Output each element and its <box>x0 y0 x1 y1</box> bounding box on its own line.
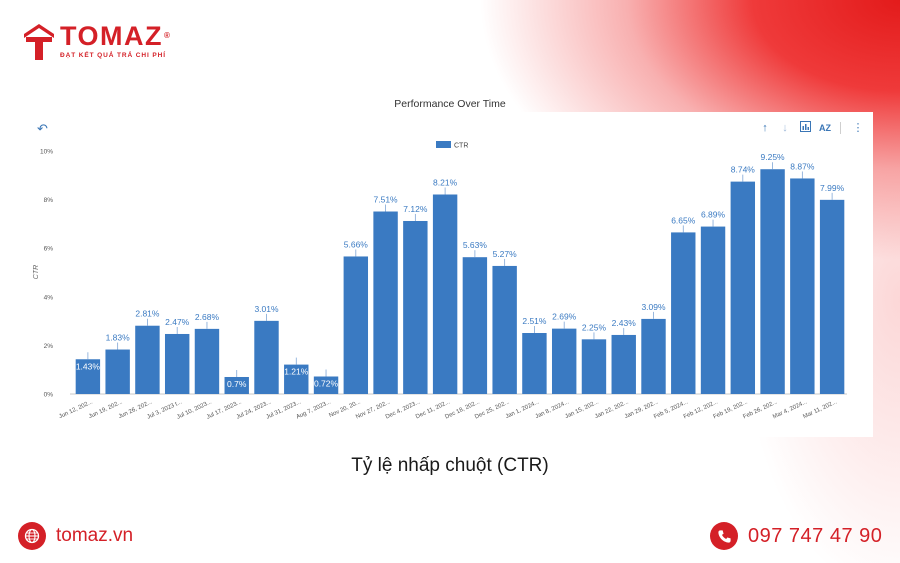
bar <box>164 333 190 394</box>
y-tick-label: 4% <box>44 294 54 301</box>
y-tick-label: 0% <box>44 392 54 399</box>
bar <box>611 334 636 394</box>
bar-value-label: 2.47% <box>165 317 190 327</box>
bar <box>313 376 339 394</box>
logo-mark-icon <box>24 24 54 60</box>
bar-value-label: 2.43% <box>612 318 637 328</box>
chart-title: Performance Over Time <box>394 98 506 110</box>
bar <box>790 178 815 394</box>
y-tick-label: 6% <box>44 246 54 253</box>
undo-arrow-icon: ↶ <box>37 121 48 136</box>
bar <box>403 220 428 394</box>
registered-mark: ® <box>164 31 172 40</box>
y-axis-title: CTR <box>33 265 40 279</box>
bar <box>284 364 309 394</box>
bar-value-label: 0.7% <box>227 379 247 389</box>
y-tick-label: 10% <box>40 149 53 156</box>
bar-value-label: 6.65% <box>671 215 696 225</box>
y-tick-label: 2% <box>44 343 54 350</box>
bar-value-label: 7.12% <box>403 204 428 214</box>
brand-tagline: ĐẠT KẾT QUẢ TRẢ CHI PHÍ <box>60 52 166 59</box>
bar <box>75 359 101 394</box>
bar-value-label: 2.81% <box>135 309 160 319</box>
bar <box>432 194 458 394</box>
sort-descending-icon[interactable]: ↓ <box>782 122 788 134</box>
bar-value-label: 2.51% <box>522 316 547 326</box>
bar-value-label: 5.66% <box>344 239 369 249</box>
bar-value-label: 3.01% <box>254 304 279 314</box>
bar <box>671 232 696 394</box>
sort-ascending-icon[interactable]: ↑ <box>762 122 768 134</box>
x-tick-label: Mar 11, 202... <box>802 399 838 420</box>
chart-caption: Tỷ lệ nhấp chuột (CTR) <box>351 455 549 476</box>
bar <box>581 339 607 394</box>
brand-logo: TOMAZ® ĐẠT KẾT QUẢ TRẢ CHI PHÍ <box>22 22 171 62</box>
bar <box>254 320 279 394</box>
bar-value-label: 1.83% <box>106 333 131 343</box>
undo-button[interactable]: ↶ <box>37 121 48 137</box>
brand-name: TOMAZ <box>60 21 163 51</box>
bar <box>641 318 666 394</box>
bar <box>760 169 785 394</box>
bar-value-label: 0.72% <box>314 379 339 389</box>
bar-value-label: 8.74% <box>731 165 756 175</box>
bar <box>462 257 488 394</box>
chart-options-icon[interactable] <box>795 121 815 135</box>
bar <box>135 325 160 394</box>
bar <box>224 376 249 394</box>
bar-value-label: 6.89% <box>701 210 726 220</box>
sort-alpha-icon[interactable]: AZ <box>819 123 831 133</box>
y-tick-label: 8% <box>44 197 54 204</box>
bar <box>819 199 845 394</box>
bar-value-label: 1.43% <box>76 361 101 371</box>
bar <box>343 256 369 394</box>
toolbar-divider <box>840 122 841 134</box>
bar <box>492 265 517 394</box>
bar <box>105 349 130 394</box>
phone-text: 097 747 47 90 <box>748 524 883 547</box>
bar-value-label: 2.25% <box>582 322 607 332</box>
legend-label: CTR <box>454 143 468 150</box>
bar-value-label: 8.87% <box>790 161 815 171</box>
bar <box>194 328 220 394</box>
bar-value-label: 9.25% <box>761 152 786 162</box>
bar-value-label: 5.63% <box>463 240 488 250</box>
more-vertical-icon[interactable]: ⋮ <box>852 122 864 134</box>
bar-value-label: 7.51% <box>374 195 399 205</box>
bar <box>551 328 577 394</box>
bar-value-label: 5.27% <box>493 249 518 259</box>
legend-swatch <box>436 141 451 148</box>
globe-icon <box>18 522 46 550</box>
bar <box>373 211 398 394</box>
bar <box>522 333 547 394</box>
bar-value-label: 2.68% <box>195 312 220 322</box>
phone-icon <box>710 522 738 550</box>
bar-value-label: 7.99% <box>820 183 845 193</box>
bar <box>700 226 726 394</box>
bar-value-label: 1.21% <box>284 367 309 377</box>
bar-value-label: 3.09% <box>641 302 666 312</box>
chart-toolbar: ↑ ↓ AZ ⋮ <box>755 121 868 135</box>
website-text: tomaz.vn <box>56 525 134 546</box>
bar-value-label: 8.21% <box>433 177 458 187</box>
bar <box>730 181 756 394</box>
phone-link[interactable]: 097 747 47 90 <box>710 522 882 550</box>
website-link[interactable]: tomaz.vn <box>18 522 133 550</box>
bar-value-label: 2.69% <box>552 312 577 322</box>
